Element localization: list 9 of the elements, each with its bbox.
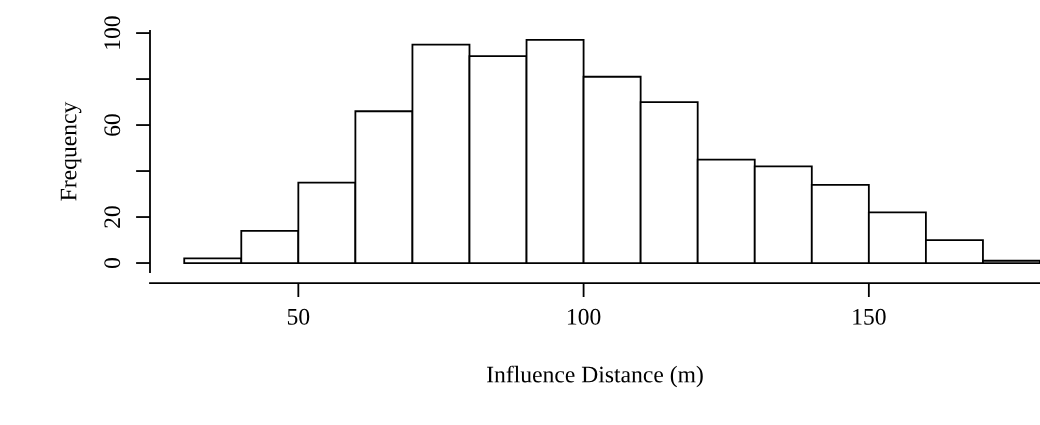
y-axis-title: Frequency [60, 101, 82, 201]
y-tick-label: 0 [104, 258, 121, 269]
x-tick-label: 150 [853, 308, 886, 325]
x-axis-title: Influence Distance (m) [487, 365, 703, 388]
y-tick-label: 100 [104, 16, 121, 49]
x-tick-label: 100 [567, 308, 601, 325]
y-tick-label: 60 [104, 114, 121, 136]
y-tick-label: 20 [104, 206, 121, 228]
x-tick-label: 50 [287, 308, 310, 325]
